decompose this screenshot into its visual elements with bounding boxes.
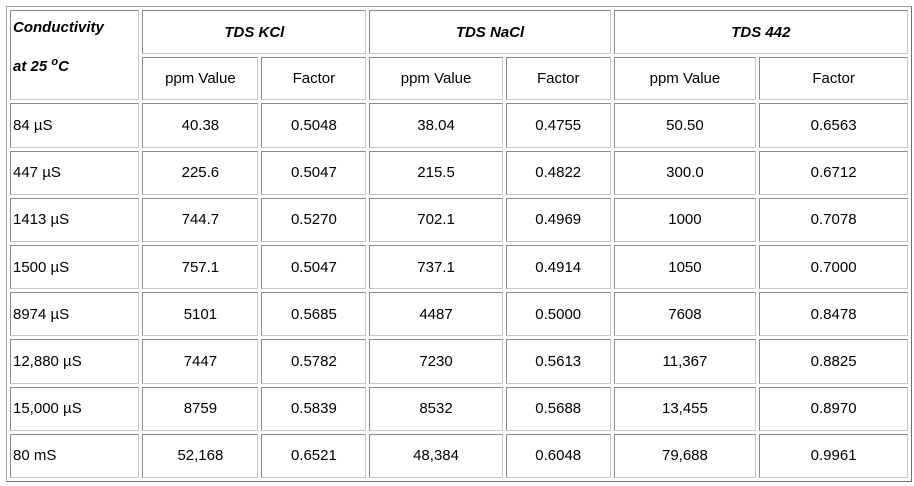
t442-factor-cell: 0.8970 — [759, 386, 908, 431]
subheader-nacl-factor: Factor — [505, 57, 611, 101]
nacl-ppm-cell: 702.1 — [369, 197, 503, 242]
nacl-factor-cell: 0.5000 — [505, 292, 611, 337]
kcl-factor-cell: 0.5048 — [261, 103, 367, 148]
t442-ppm-cell: 50.50 — [613, 103, 757, 148]
kcl-ppm-cell: 225.6 — [142, 150, 259, 195]
nacl-factor-cell: 0.4914 — [505, 244, 611, 290]
kcl-factor-cell: 0.5047 — [261, 244, 367, 290]
table-row: 80 mS 52,168 0.6521 48,384 0.6048 79,688… — [10, 433, 908, 478]
t442-factor-cell: 0.7078 — [759, 197, 908, 242]
nacl-factor-cell: 0.5613 — [505, 339, 611, 384]
conductivity-cell: 12,880 µS — [10, 339, 140, 384]
t442-factor-cell: 0.7000 — [759, 244, 908, 290]
subheader-nacl-ppm: ppm Value — [369, 57, 503, 101]
t442-ppm-cell: 13,455 — [613, 386, 757, 431]
degree-sign: o — [51, 56, 59, 68]
conductivity-header-unit: C — [58, 58, 69, 75]
nacl-factor-cell: 0.4969 — [505, 197, 611, 242]
conductivity-cell: 1413 µS — [10, 197, 140, 242]
header-row-subheaders: ppm Value Factor ppm Value Factor ppm Va… — [10, 57, 908, 101]
kcl-factor-cell: 0.5047 — [261, 150, 367, 195]
nacl-ppm-cell: 4487 — [369, 292, 503, 337]
nacl-factor-cell: 0.4822 — [505, 150, 611, 195]
header-row-groups: Conductivity at 25 oC TDS KCl TDS NaCl T… — [10, 10, 908, 101]
nacl-factor-cell: 0.5688 — [505, 386, 611, 431]
table-row: 12,880 µS 7447 0.5782 7230 0.5613 11,367… — [10, 339, 908, 384]
nacl-ppm-cell: 38.04 — [369, 103, 503, 148]
kcl-ppm-cell: 5101 — [142, 292, 259, 337]
t442-factor-cell: 0.8478 — [759, 292, 908, 337]
conductivity-header-line2: at 25 oC — [13, 53, 138, 76]
table-row: 15,000 µS 8759 0.5839 8532 0.5688 13,455… — [10, 386, 908, 431]
table-row: 1413 µS 744.7 0.5270 702.1 0.4969 1000 0… — [10, 197, 908, 242]
t442-factor-cell: 0.8825 — [759, 339, 908, 384]
kcl-ppm-cell: 8759 — [142, 386, 259, 431]
conductivity-cell: 447 µS — [10, 150, 140, 195]
conductivity-cell: 15,000 µS — [10, 386, 140, 431]
conductivity-header-prefix: at 25 — [13, 58, 52, 75]
table-row: 447 µS 225.6 0.5047 215.5 0.4822 300.0 0… — [10, 150, 908, 195]
kcl-ppm-cell: 744.7 — [142, 197, 259, 242]
t442-factor-cell: 0.6563 — [759, 103, 908, 148]
nacl-ppm-cell: 8532 — [369, 386, 503, 431]
t442-ppm-cell: 1000 — [613, 197, 757, 242]
kcl-factor-cell: 0.5782 — [261, 339, 367, 384]
nacl-factor-cell: 0.6048 — [505, 433, 611, 478]
t442-factor-cell: 0.9961 — [759, 433, 908, 478]
table-row: 84 µS 40.38 0.5048 38.04 0.4755 50.50 0.… — [10, 103, 908, 148]
conductivity-cell: 84 µS — [10, 103, 140, 148]
subheader-kcl-ppm: ppm Value — [142, 57, 259, 101]
tds-conversion-table: Conductivity at 25 oC TDS KCl TDS NaCl T… — [6, 6, 912, 482]
group-header-tds-kcl: TDS KCl — [142, 10, 367, 55]
t442-ppm-cell: 7608 — [613, 292, 757, 337]
conductivity-header-line1: Conductivity — [13, 19, 104, 36]
group-header-tds-nacl: TDS NaCl — [369, 10, 611, 55]
nacl-ppm-cell: 7230 — [369, 339, 503, 384]
nacl-ppm-cell: 737.1 — [369, 244, 503, 290]
kcl-factor-cell: 0.6521 — [261, 433, 367, 478]
conductivity-cell: 80 mS — [10, 433, 140, 478]
nacl-factor-cell: 0.4755 — [505, 103, 611, 148]
subheader-442-ppm: ppm Value — [613, 57, 757, 101]
subheader-442-factor: Factor — [759, 57, 908, 101]
t442-factor-cell: 0.6712 — [759, 150, 908, 195]
nacl-ppm-cell: 48,384 — [369, 433, 503, 478]
t442-ppm-cell: 11,367 — [613, 339, 757, 384]
conductivity-header: Conductivity at 25 oC — [10, 10, 140, 101]
t442-ppm-cell: 1050 — [613, 244, 757, 290]
table-row: 1500 µS 757.1 0.5047 737.1 0.4914 1050 0… — [10, 244, 908, 290]
kcl-factor-cell: 0.5839 — [261, 386, 367, 431]
kcl-ppm-cell: 7447 — [142, 339, 259, 384]
group-header-tds-442: TDS 442 — [613, 10, 908, 55]
nacl-ppm-cell: 215.5 — [369, 150, 503, 195]
t442-ppm-cell: 79,688 — [613, 433, 757, 478]
conductivity-cell: 8974 µS — [10, 292, 140, 337]
conductivity-cell: 1500 µS — [10, 244, 140, 290]
t442-ppm-cell: 300.0 — [613, 150, 757, 195]
kcl-ppm-cell: 52,168 — [142, 433, 259, 478]
subheader-kcl-factor: Factor — [261, 57, 367, 101]
table-row: 8974 µS 5101 0.5685 4487 0.5000 7608 0.8… — [10, 292, 908, 337]
kcl-ppm-cell: 40.38 — [142, 103, 259, 148]
kcl-factor-cell: 0.5270 — [261, 197, 367, 242]
kcl-ppm-cell: 757.1 — [142, 244, 259, 290]
kcl-factor-cell: 0.5685 — [261, 292, 367, 337]
